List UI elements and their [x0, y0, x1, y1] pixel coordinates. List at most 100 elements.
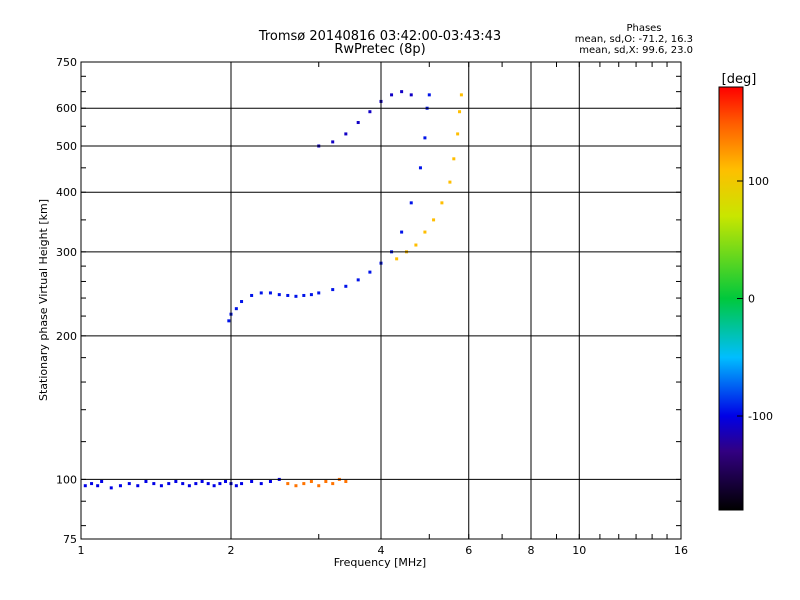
- data-point: [427, 93, 431, 97]
- data-point: [286, 482, 290, 486]
- data-point: [400, 90, 404, 94]
- data-point: [324, 479, 328, 483]
- x-tick-label: 10: [572, 544, 586, 557]
- legend-title: Phases: [626, 23, 661, 34]
- data-point: [409, 201, 413, 205]
- x-tick-label: 6: [465, 544, 472, 557]
- data-point: [250, 479, 254, 483]
- data-point: [344, 479, 348, 483]
- data-point: [302, 293, 306, 297]
- data-point: [174, 479, 178, 483]
- data-point: [96, 484, 100, 488]
- data-point: [344, 132, 348, 136]
- x-tick-label: 16: [674, 544, 688, 557]
- data-point: [127, 482, 131, 486]
- data-point: [227, 319, 231, 323]
- data-point: [452, 157, 456, 161]
- data-point: [432, 218, 436, 222]
- data-point: [294, 294, 298, 298]
- data-point: [331, 288, 335, 292]
- data-point: [302, 482, 306, 486]
- data-point: [368, 110, 372, 114]
- colorbar-tick-label: 100: [748, 175, 769, 188]
- data-point: [390, 93, 394, 97]
- data-point: [400, 230, 404, 234]
- y-tick-label: 500: [56, 140, 77, 153]
- y-tick-label: 200: [56, 330, 77, 343]
- data-point: [418, 166, 422, 170]
- data-point: [206, 482, 210, 486]
- data-point: [317, 484, 321, 488]
- legend-line-x: mean, sd,X: 99.6, 23.0: [579, 45, 693, 56]
- data-point: [286, 293, 290, 297]
- data-point: [144, 479, 148, 483]
- data-point: [152, 482, 156, 486]
- data-point: [187, 484, 191, 488]
- data-point: [83, 484, 87, 488]
- data-point: [259, 482, 263, 486]
- data-point: [414, 243, 418, 247]
- chart-title: Tromsø 20140816 03:42:00-03:43:43: [258, 29, 501, 44]
- x-tick-label: 4: [378, 544, 385, 557]
- legend-line-o: mean, sd,O: -71.2, 16.3: [575, 34, 693, 45]
- data-point: [100, 479, 104, 483]
- data-point: [277, 293, 281, 297]
- data-point: [395, 257, 399, 261]
- data-point: [309, 293, 313, 297]
- y-tick-label: 400: [56, 186, 77, 199]
- y-tick-label: 100: [56, 473, 77, 486]
- data-point: [309, 479, 313, 483]
- data-point: [423, 230, 427, 234]
- data-point: [259, 291, 263, 295]
- data-point: [109, 486, 113, 490]
- data-point: [234, 484, 238, 488]
- data-point: [200, 479, 204, 483]
- y-tick-label: 750: [56, 56, 77, 69]
- data-point: [159, 484, 163, 488]
- data-point: [194, 482, 198, 486]
- plot-frame: [80, 61, 682, 540]
- x-tick-label: 2: [228, 544, 235, 557]
- data-point: [440, 201, 444, 205]
- data-point: [409, 93, 413, 97]
- data-point: [234, 307, 238, 311]
- data-point: [368, 270, 372, 274]
- x-tick-label: 1: [78, 544, 85, 557]
- data-point: [344, 284, 348, 288]
- colorbar-tick-label: -100: [748, 410, 773, 423]
- chart-subtitle: RwPretec (8p): [334, 42, 425, 57]
- x-axis-label: Frequency [MHz]: [334, 556, 426, 569]
- data-point: [448, 180, 452, 184]
- y-tick-label: 300: [56, 246, 77, 259]
- data-point: [294, 484, 298, 488]
- data-point: [90, 482, 94, 486]
- data-point: [136, 484, 140, 488]
- y-tick-label: 75: [63, 533, 77, 546]
- data-point: [356, 278, 360, 282]
- axes: 1 2 4 6 8 10 16 75 100 200 300 400 500 600 750: [56, 56, 688, 557]
- data-point: [250, 293, 254, 297]
- data-point: [118, 484, 122, 488]
- data-point: [218, 482, 222, 486]
- data-point: [268, 291, 272, 295]
- data-point: [240, 482, 244, 486]
- data-point: [181, 482, 185, 486]
- y-tick-label: 600: [56, 102, 77, 115]
- data-point: [458, 110, 462, 114]
- phase-colorbar: 100 0 -100: [718, 86, 773, 511]
- data-point: [224, 479, 228, 483]
- data-point: [459, 93, 463, 97]
- y-axis-label: Stationary phase Virtual Height [km]: [37, 199, 50, 401]
- data-point: [423, 136, 427, 140]
- colorbar-label: [deg]: [722, 72, 757, 87]
- colorbar-tick-label: 0: [748, 293, 755, 306]
- data-point: [331, 140, 335, 144]
- data-points: [83, 90, 463, 490]
- data-point: [240, 300, 244, 304]
- data-point: [331, 482, 335, 486]
- data-point: [212, 484, 216, 488]
- data-point: [356, 121, 360, 125]
- data-point: [317, 291, 321, 295]
- data-point: [268, 479, 272, 483]
